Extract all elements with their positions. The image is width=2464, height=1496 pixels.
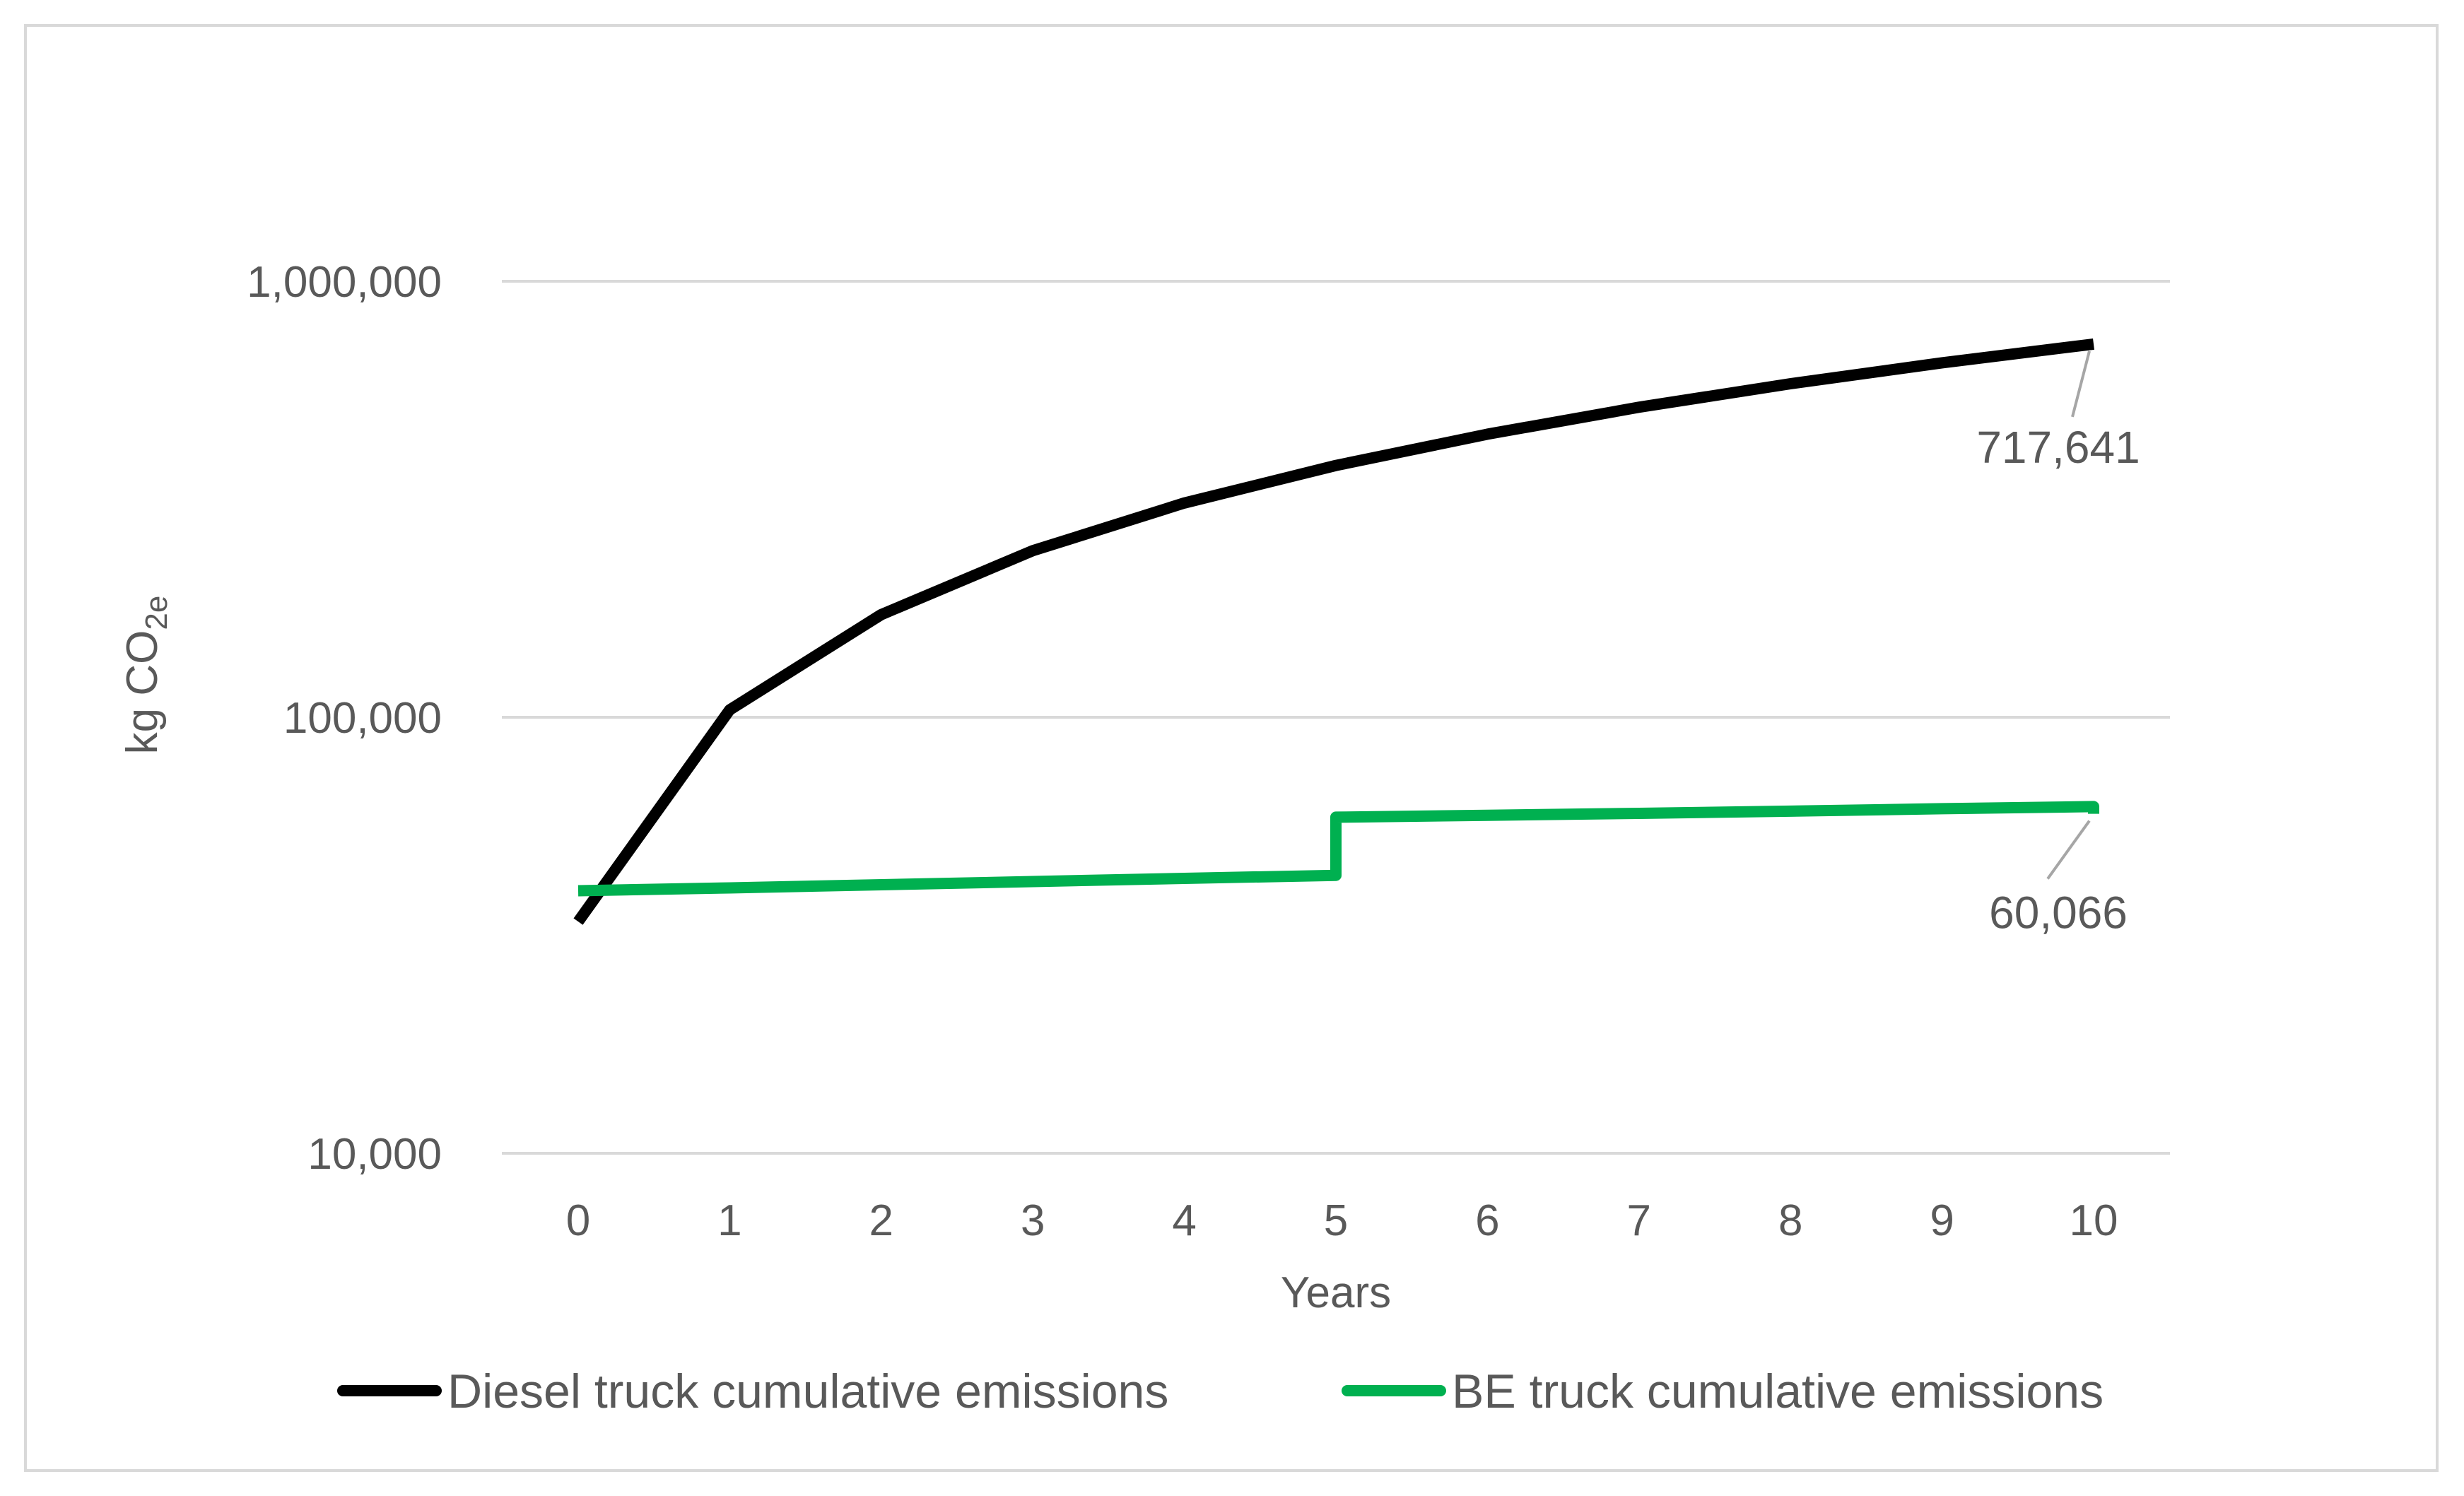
y-tick-label: 10,000 (307, 1130, 442, 1179)
y-tick-label: 1,000,000 (247, 258, 442, 307)
legend-label: BE truck cumulative emissions (1452, 1365, 2104, 1418)
x-tick-label: 3 (1021, 1196, 1045, 1245)
x-tick-label: 6 (1475, 1196, 1499, 1245)
x-tick-label: 10 (2070, 1196, 2118, 1245)
x-tick-label: 1 (717, 1196, 741, 1245)
series-layer (573, 338, 2099, 925)
y-axis-ticks: 10,000 100,000 1,000,000 (247, 258, 442, 1179)
legend: Diesel truck cumulative emissions BE truc… (337, 1365, 2104, 1418)
x-tick-label: 4 (1172, 1196, 1196, 1245)
x-tick-label: 9 (1930, 1196, 1954, 1245)
x-axis-title: Years (1281, 1268, 1391, 1317)
series-line-1 (577, 801, 2099, 897)
chart-frame (24, 24, 2439, 1472)
x-axis-ticks: 0 1 2 3 4 5 6 7 8 9 10 (566, 1196, 2118, 1245)
legend-label: Diesel truck cumulative emissions (447, 1365, 1168, 1418)
gridlines (502, 280, 2170, 719)
annotation-layer: 717,641 60,066 (1976, 351, 2140, 938)
x-tick-label: 0 (566, 1196, 590, 1245)
data-label-leader (2046, 820, 2091, 880)
x-tick-label: 7 (1627, 1196, 1651, 1245)
data-label: 60,066 (1989, 888, 2128, 938)
data-label: 717,641 (1976, 422, 2140, 473)
series-line-0 (573, 338, 2094, 925)
y-tick-label: 100,000 (283, 694, 442, 743)
y-axis-title-subscript: 2e (139, 596, 174, 630)
data-label-leader (2071, 351, 2091, 418)
x-tick-label: 2 (869, 1196, 893, 1245)
y-axis-title-main: kg CO (118, 630, 167, 755)
x-tick-label: 5 (1324, 1196, 1348, 1245)
y-axis-title: kg CO2e (118, 596, 174, 755)
x-tick-label: 8 (1778, 1196, 1802, 1245)
